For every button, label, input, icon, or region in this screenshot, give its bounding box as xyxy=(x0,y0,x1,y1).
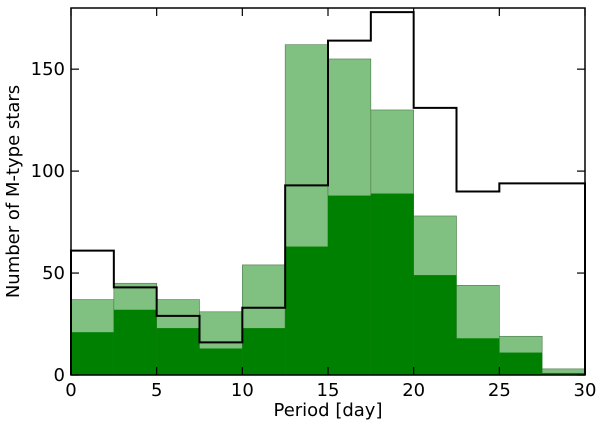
dark-bar-4 xyxy=(242,328,286,375)
outline-histogram-series xyxy=(70,11,586,375)
dark-bar-2 xyxy=(156,328,200,375)
x-tick-label: 15 xyxy=(317,380,340,401)
dark-bar-6 xyxy=(328,195,371,375)
dark-bar-3 xyxy=(199,348,243,375)
dark-bar-8 xyxy=(413,275,457,375)
dark-bar-0 xyxy=(71,332,114,375)
dark-bar-1 xyxy=(113,309,157,375)
y-tick-label: 0 xyxy=(54,365,65,386)
dark-bar-7 xyxy=(370,193,414,375)
y-axis-label: Number of M-type stars xyxy=(3,85,24,298)
y-tick-label: 50 xyxy=(42,263,65,284)
dark-bar-11 xyxy=(542,372,585,375)
x-tick-label: 5 xyxy=(151,380,162,401)
x-axis-label: Period [day] xyxy=(273,400,382,421)
bars-layer xyxy=(70,44,586,376)
y-tick-label: 100 xyxy=(31,161,65,182)
x-tick-label: 25 xyxy=(488,380,511,401)
dark-bar-10 xyxy=(499,352,543,375)
x-tick-label: 10 xyxy=(231,380,254,401)
ticks-layer: 0 5 10 15 20 25 30 0 50 100 150 xyxy=(31,8,597,401)
x-tick-label: 0 xyxy=(65,380,76,401)
dark-bar-5 xyxy=(285,246,328,375)
dark-bar-9 xyxy=(456,338,500,375)
y-tick-label: 150 xyxy=(31,59,65,80)
x-tick-label: 30 xyxy=(574,380,597,401)
x-tick-label: 20 xyxy=(402,380,425,401)
outline-layer xyxy=(70,11,586,375)
